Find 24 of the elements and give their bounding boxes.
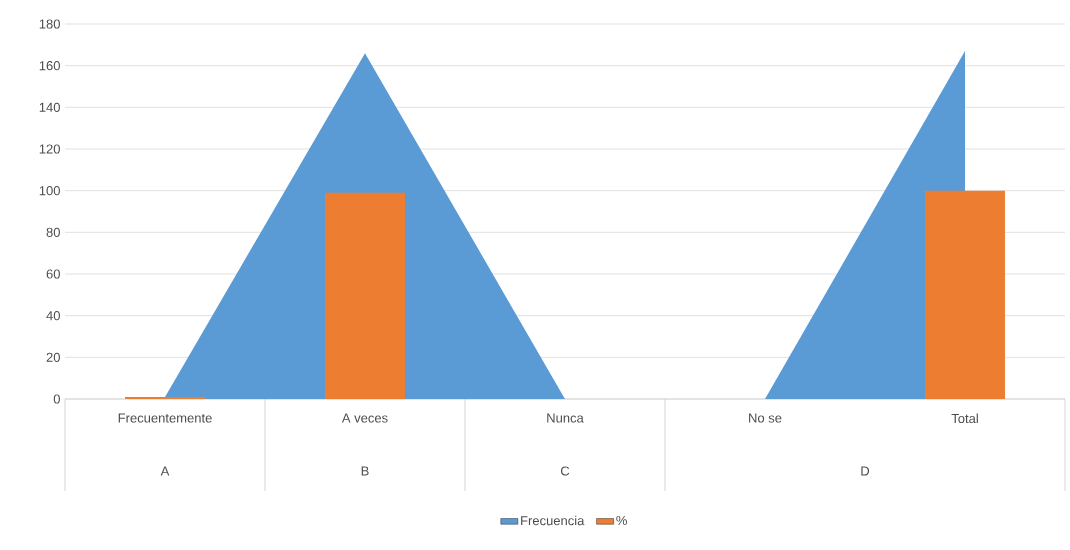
y-tick-label: 40 <box>46 311 60 321</box>
y-tick-label: 160 <box>39 61 60 71</box>
x-tick-label: Nunca <box>547 413 584 423</box>
text: C <box>560 466 570 476</box>
y-tick-label: 0 <box>53 394 60 404</box>
text: A <box>160 466 170 476</box>
y-tick-label: 20 <box>46 352 60 362</box>
x-tick-label: Frecuentemente <box>118 413 212 423</box>
y-tick-label: 80 <box>46 227 60 237</box>
bar <box>925 190 1005 399</box>
text: B <box>361 466 369 476</box>
y-tick-label: 120 <box>39 144 60 154</box>
bar <box>325 192 405 399</box>
x-tick-label: A veces <box>341 413 388 423</box>
y-tick-label: 140 <box>39 102 60 112</box>
text: D <box>861 466 870 476</box>
y-tick-label: 60 <box>46 269 60 279</box>
x-tick-label: No se <box>749 413 782 423</box>
y-tick-label: 100 <box>39 186 60 196</box>
legend-label: Frecuencia <box>521 515 585 526</box>
x-tick-label: Total <box>951 413 978 424</box>
bar <box>125 396 205 399</box>
y-tick-label: 180 <box>39 19 60 29</box>
legend-label: % <box>616 515 627 525</box>
